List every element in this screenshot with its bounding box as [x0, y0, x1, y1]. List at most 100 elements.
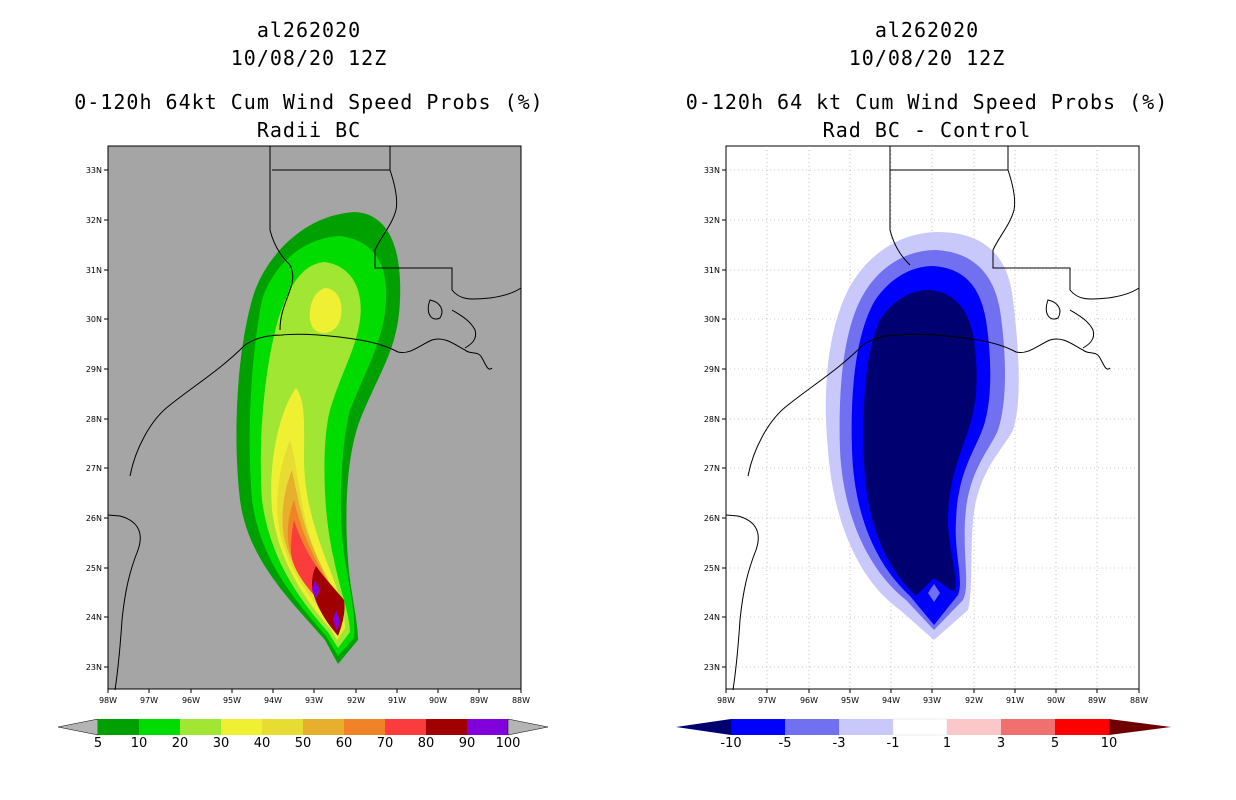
- product-title: 0-120h 64 kt Cum Wind Speed Probs (%): [685, 90, 1169, 114]
- colorbar-swatch: [839, 719, 893, 735]
- probability-map: 98W 97W 96W 95W 94W 93W 92W 91W 90W 89W …: [57, 145, 549, 736]
- lat-label: 23N: [704, 663, 720, 672]
- lat-label: 30N: [704, 315, 720, 324]
- colorbar-swatch: [180, 719, 221, 735]
- storm-id-title: al262020: [874, 18, 980, 42]
- subtitle: Rad BC - Control: [822, 118, 1032, 142]
- colorbar-swatch: [467, 719, 508, 735]
- colorbar-label: 100: [495, 736, 521, 751]
- colorbar-label: 3: [996, 736, 1006, 751]
- colorbar: [676, 718, 1171, 736]
- colorbar-swatch: [221, 719, 262, 735]
- colorbar-label: 10: [130, 736, 148, 751]
- coastline: [725, 146, 1140, 691]
- lon-label: 96W: [182, 696, 200, 705]
- colorbar-end-low: [57, 718, 99, 736]
- lat-label: 24N: [704, 613, 720, 622]
- lat-label: 31N: [704, 266, 720, 275]
- lon-label: 97W: [758, 696, 776, 705]
- colorbar: [57, 718, 549, 736]
- difference-map: 98W 97W 96W 95W 94W 93W 92W 91W 90W 89W …: [676, 145, 1171, 736]
- lon-label: 94W: [264, 696, 282, 705]
- colorbar-swatch: [139, 719, 180, 735]
- lon-label: 95W: [841, 696, 859, 705]
- date-title: 10/08/20 12Z: [848, 46, 1006, 70]
- lon-label: 98W: [99, 696, 117, 705]
- colorbar-swatch: [344, 719, 385, 735]
- coastline: [107, 146, 522, 691]
- colorbar-swatch: [1001, 719, 1055, 735]
- lat-label: 32N: [86, 216, 102, 225]
- colorbar-label: 1: [942, 736, 952, 751]
- colorbar-label: 5: [93, 736, 103, 751]
- lat-label: 26N: [86, 514, 102, 523]
- lat-label: 27N: [704, 464, 720, 473]
- colorbar-end-low: [676, 719, 731, 735]
- lon-label: 95W: [223, 696, 241, 705]
- contour-30-north: [309, 288, 342, 334]
- lat-label: 29N: [704, 365, 720, 374]
- colorbar-label: -3: [832, 736, 846, 751]
- colorbar-label: -5: [778, 736, 792, 751]
- lat-label: 29N: [86, 365, 102, 374]
- lon-label: 91W: [1006, 696, 1024, 705]
- colorbar-label: 30: [212, 736, 230, 751]
- lon-label: 94W: [882, 696, 900, 705]
- lat-label: 23N: [86, 663, 102, 672]
- lon-label: 93W: [923, 696, 941, 705]
- diff-minus-10: [863, 290, 977, 596]
- lon-label: 91W: [388, 696, 406, 705]
- lon-label: 97W: [140, 696, 158, 705]
- product-title: 0-120h 64kt Cum Wind Speed Probs (%): [74, 90, 544, 114]
- colorbar-label: -1: [886, 736, 900, 751]
- contour-90: [312, 580, 340, 632]
- lat-label: 33N: [86, 166, 102, 175]
- panel-radii-bc: al262020 10/08/20 12Z 0-120h 64kt Cum Wi…: [57, 18, 549, 751]
- lat-label: 25N: [86, 564, 102, 573]
- lon-ticks: [107, 689, 522, 693]
- lat-label: 28N: [86, 415, 102, 424]
- colorbar-label: 40: [253, 736, 271, 751]
- colorbar-swatch: [262, 719, 303, 735]
- colorbar-swatch: [785, 719, 839, 735]
- lon-label: 88W: [1130, 696, 1148, 705]
- lon-label: 92W: [965, 696, 983, 705]
- lon-label: 93W: [305, 696, 323, 705]
- lat-label: 26N: [704, 514, 720, 523]
- diff-minus-3-notch: [928, 584, 940, 602]
- colorbar-swatch: [426, 719, 467, 735]
- lat-label: 30N: [86, 315, 102, 324]
- lat-label: 25N: [704, 564, 720, 573]
- lat-label: 28N: [704, 415, 720, 424]
- colorbar-label: 50: [294, 736, 312, 751]
- lon-label: 90W: [1047, 696, 1065, 705]
- lon-label: 89W: [470, 696, 488, 705]
- colorbar-label: 60: [335, 736, 353, 751]
- colorbar-label: 80: [417, 736, 435, 751]
- lon-label: 88W: [512, 696, 530, 705]
- lon-label: 90W: [429, 696, 447, 705]
- colorbar-swatch: [303, 719, 344, 735]
- lat-label: 33N: [704, 166, 720, 175]
- lat-labels: 23N 24N 25N 26N 27N 28N 29N 30N 31N 32N …: [86, 166, 102, 672]
- colorbar-label: 70: [376, 736, 394, 751]
- lon-label: 98W: [717, 696, 735, 705]
- colorbar-swatch: [1055, 719, 1109, 735]
- colorbar-label: 5: [1050, 736, 1060, 751]
- lat-label: 24N: [86, 613, 102, 622]
- colorbar-swatch: [947, 719, 1001, 735]
- lon-label: 92W: [347, 696, 365, 705]
- colorbar-label: 20: [171, 736, 189, 751]
- lat-label: 32N: [704, 216, 720, 225]
- lon-label: 96W: [800, 696, 818, 705]
- lat-ticks: [722, 169, 726, 668]
- colorbar-swatch: [892, 718, 948, 736]
- lon-labels: 98W 97W 96W 95W 94W 93W 92W 91W 90W 89W …: [717, 696, 1148, 705]
- lat-ticks: [104, 169, 108, 668]
- date-title: 10/08/20 12Z: [230, 46, 388, 70]
- subtitle: Radii BC: [256, 118, 362, 142]
- colorbar-end-high: [1109, 719, 1171, 735]
- colorbar-label: -10: [720, 736, 742, 751]
- lat-labels: 23N 24N 25N 26N 27N 28N 29N 30N 31N 32N …: [704, 166, 720, 672]
- colorbar-swatch: [385, 719, 426, 735]
